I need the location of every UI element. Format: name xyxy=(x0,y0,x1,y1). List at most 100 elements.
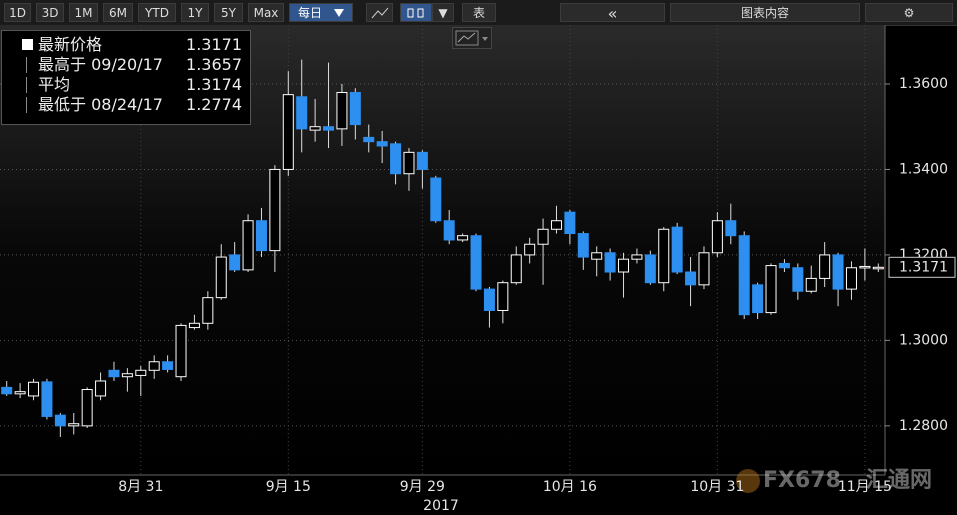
range-button[interactable]: Max xyxy=(248,3,284,22)
candle-body xyxy=(323,126,335,131)
candle-body xyxy=(604,252,616,273)
candle-body xyxy=(819,254,831,279)
panel-button[interactable]: 图表内容 xyxy=(670,3,860,22)
legend-box: 最新价格 1.3171 最高于 09/20/17 1.3657 平均 1.3174 最低于 … xyxy=(1,30,251,125)
x-tick-label: 10月 31 xyxy=(690,479,744,495)
logo xyxy=(736,469,760,493)
range-button[interactable]: 1Y xyxy=(181,3,209,22)
candle-body xyxy=(81,389,93,427)
candle-body xyxy=(135,369,147,376)
collapse-button[interactable]: « xyxy=(560,3,665,23)
candle-body xyxy=(403,151,415,175)
candle-body xyxy=(296,96,308,130)
candle-body xyxy=(658,228,670,284)
candle-body xyxy=(28,381,40,397)
candle-body xyxy=(725,220,737,237)
candle-body xyxy=(644,254,656,284)
candle-body xyxy=(550,220,562,230)
candle-body xyxy=(859,265,871,269)
legend-label: 最高于 09/20/17 xyxy=(38,55,163,74)
candle-body xyxy=(336,92,348,130)
candle-icon[interactable] xyxy=(400,3,432,22)
legend-row: 最低于 08/24/17 1.2774 xyxy=(16,95,242,115)
candle-body xyxy=(752,284,764,314)
candle-body xyxy=(765,265,777,314)
x-tick-label: 8月 31 xyxy=(118,479,163,495)
candle-body xyxy=(671,226,683,273)
legend-value: 1.2774 xyxy=(186,95,242,114)
chart-type-widget[interactable] xyxy=(452,27,492,49)
candle-body xyxy=(242,220,254,271)
range-button[interactable]: 3D xyxy=(36,3,64,22)
candle-body xyxy=(309,126,321,131)
table-button[interactable]: 表 xyxy=(462,3,496,22)
candle-body xyxy=(738,235,750,316)
x-tick-label: 11月 15 xyxy=(838,479,892,495)
watermark-text: FX678 xyxy=(763,468,841,493)
candle-body xyxy=(792,267,804,292)
range-button[interactable]: 5Y xyxy=(214,3,243,22)
x-tick-label: 10月 16 xyxy=(543,479,597,495)
legend-value: 1.3174 xyxy=(186,75,242,94)
candle-body xyxy=(202,297,214,324)
x-tick-label: 9月 29 xyxy=(400,479,445,495)
candle-body xyxy=(41,381,53,417)
candle-body xyxy=(215,256,227,299)
candle-body xyxy=(524,243,536,256)
range-button[interactable]: 6M xyxy=(103,3,133,22)
candle-body xyxy=(68,423,80,427)
range-button[interactable]: YTD xyxy=(138,3,176,22)
candle-body xyxy=(483,288,495,311)
dropdown[interactable]: ▼ xyxy=(432,3,454,22)
candle-body xyxy=(416,151,428,170)
legend-value: 1.3171 xyxy=(186,35,242,54)
candle-body xyxy=(591,252,603,260)
legend-row: 最新价格 1.3171 xyxy=(16,35,242,55)
last-price-label: 1.3171 xyxy=(899,259,948,275)
candle-body xyxy=(188,322,200,329)
icon xyxy=(371,7,388,19)
candle-body xyxy=(832,254,844,290)
candle-body xyxy=(564,211,576,235)
candle-body xyxy=(685,271,697,286)
settings-button[interactable]: ⚙ xyxy=(865,3,953,22)
legend-icon xyxy=(22,39,33,50)
candle-body xyxy=(537,228,549,245)
x-axis-label: 2017 xyxy=(423,498,459,514)
candle-body xyxy=(497,282,509,311)
candle-body xyxy=(14,391,26,395)
toolbar: 1D 3D 1M 6M YTD 1Y 5Y Max 每日 ▼ 表 « 图表内容 … xyxy=(0,0,957,26)
legend-value: 1.3657 xyxy=(186,55,242,74)
legend-row: 最高于 09/20/17 1.3657 xyxy=(16,55,242,75)
watermark-text: 汇通网 xyxy=(866,468,932,493)
candle-body xyxy=(430,177,442,222)
icon xyxy=(407,8,424,18)
candle-body xyxy=(510,254,522,284)
candle-body xyxy=(845,267,857,290)
candle-body xyxy=(255,220,267,252)
candle-body xyxy=(390,143,402,175)
last-price-box xyxy=(888,256,956,278)
range-button[interactable]: 1M xyxy=(69,3,98,22)
legend-label: 平均 xyxy=(38,75,71,94)
candle-body xyxy=(54,414,66,427)
range-button[interactable]: 1D xyxy=(4,3,31,22)
candle-body xyxy=(121,373,133,378)
candle-body xyxy=(229,254,241,271)
y-tick-label: 1.2800 xyxy=(899,418,948,434)
candle-body xyxy=(631,254,643,260)
y-tick-label: 1.3400 xyxy=(899,161,948,177)
candle-body xyxy=(162,361,174,370)
y-tick-label: 1.3600 xyxy=(899,76,948,92)
dropdown-arrow xyxy=(334,9,344,17)
line-icon[interactable] xyxy=(366,3,393,22)
candle-body xyxy=(457,235,469,241)
candle-body xyxy=(577,233,589,258)
candle-body xyxy=(711,220,723,254)
candle-body xyxy=(349,92,361,126)
x-tick-label: 9月 15 xyxy=(266,479,311,495)
period-dropdown[interactable]: 每日 xyxy=(289,3,353,22)
candle-body xyxy=(470,235,482,290)
candle-body xyxy=(95,380,107,397)
